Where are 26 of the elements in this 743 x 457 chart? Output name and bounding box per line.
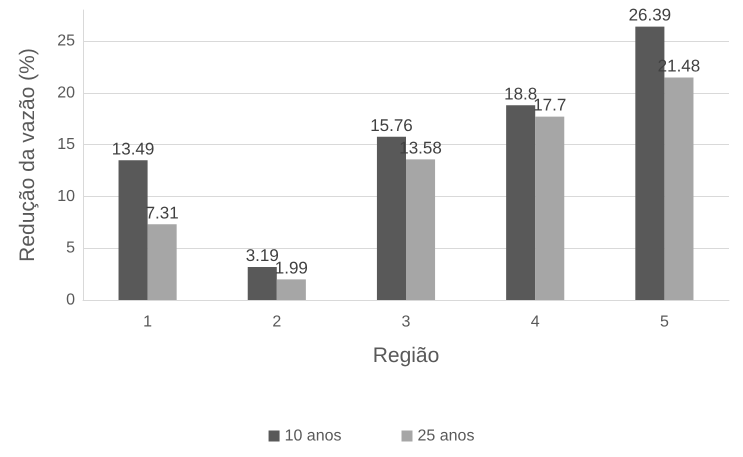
bar: [248, 266, 277, 300]
bar: [535, 116, 564, 300]
data-label: 13.49: [112, 139, 154, 158]
bar: [406, 159, 436, 300]
data-label: 26.39: [628, 6, 672, 25]
y-tick-label: 20: [57, 84, 76, 102]
data-label: 15.76: [370, 116, 413, 135]
bar: [276, 279, 306, 300]
x-tick-label: 2: [272, 314, 282, 330]
y-tick-label: 10: [57, 188, 76, 205]
legend-label: 25 anos: [418, 428, 474, 444]
bar: [506, 105, 536, 300]
y-tick-label: 5: [66, 240, 76, 257]
x-tick-label: 3: [402, 314, 411, 330]
y-tick-label: 0: [66, 292, 76, 308]
x-tick-label: 4: [530, 314, 540, 330]
bar: [664, 78, 694, 300]
x-tick-label: 5: [660, 314, 669, 330]
x-axis-title: Região: [372, 344, 440, 367]
x-tick-label: 1: [143, 314, 152, 330]
y-axis-title: Redução da vazão (%): [16, 48, 39, 262]
legend-label: 10 anos: [284, 428, 342, 444]
y-tick-label: 15: [57, 136, 76, 154]
bar: [118, 160, 148, 300]
bar: [148, 224, 177, 300]
y-tick-label: 25: [57, 32, 76, 50]
